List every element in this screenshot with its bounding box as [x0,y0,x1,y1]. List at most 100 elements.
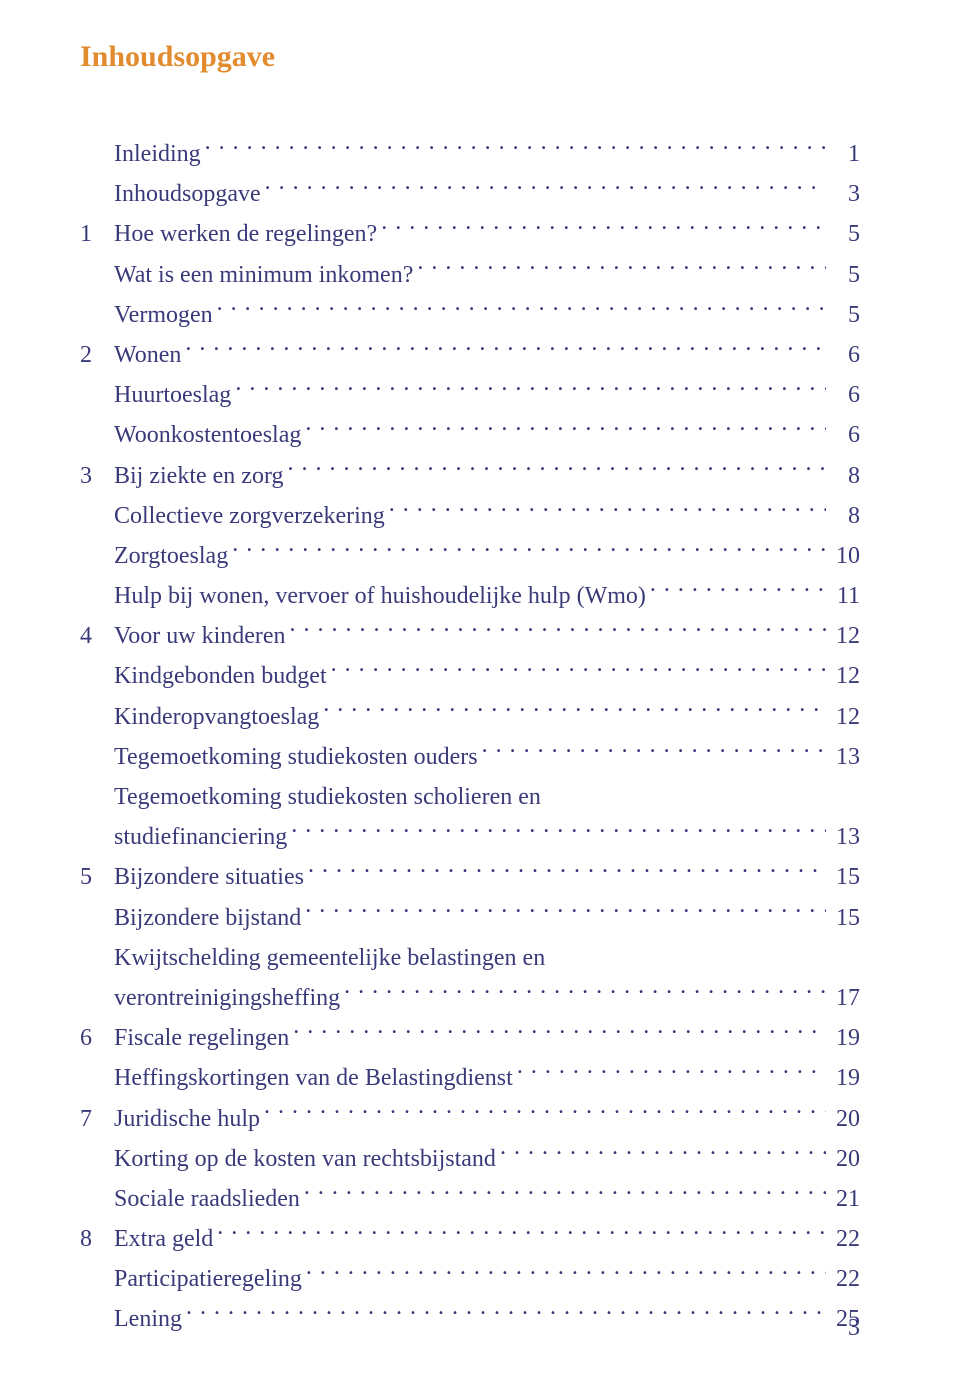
toc-label: Kinderopvangtoeslag [114,699,319,736]
toc-entry: Kindgebonden budget 12 [80,658,860,695]
toc-page: 1 [830,136,860,173]
toc-label: Kindgebonden budget [114,658,327,695]
toc-leader-dots [323,700,826,724]
toc-entry: Hulp bij wonen, vervoer of huishoudelijk… [80,578,860,615]
toc-page: 5 [830,297,860,334]
toc-entry: verontreinigingsheffing17 [80,980,860,1017]
toc-page: 22 [830,1261,860,1298]
toc-page: 12 [830,699,860,736]
toc-leader-dots [650,579,826,603]
toc-leader-dots [290,619,826,643]
toc-page: 6 [830,337,860,374]
toc-label: Korting op de kosten van rechtsbijstand [114,1141,496,1178]
toc-leader-dots [217,1222,826,1246]
toc-leader-dots [331,659,826,683]
toc-leader-dots [185,338,826,362]
toc-number: 8 [80,1221,114,1258]
toc-entry: Bijzondere bijstand 15 [80,900,860,937]
toc-page: 12 [830,618,860,655]
toc-page: 13 [830,739,860,776]
table-of-contents: Inleiding 1Inhoudsopgave31Hoe werken de r… [80,136,860,1339]
toc-page: 8 [830,458,860,495]
toc-entry: Woonkostentoeslag6 [80,417,860,454]
toc-page: 15 [830,900,860,937]
toc-entry: 6Fiscale regelingen 19 [80,1020,860,1057]
toc-number: 7 [80,1101,114,1138]
toc-leader-dots [235,378,826,402]
toc-entry: Korting op de kosten van rechtsbijstand 2… [80,1141,860,1178]
toc-page: 22 [830,1221,860,1258]
page-number: 3 [848,1315,860,1342]
toc-leader-dots [186,1302,826,1326]
toc-page: 8 [830,498,860,535]
toc-page: 12 [830,658,860,695]
toc-entry: 1Hoe werken de regelingen?5 [80,216,860,253]
toc-entry: Kwijtschelding gemeentelijke belastingen… [80,940,860,977]
toc-label: Wat is een minimum inkomen? [114,257,413,294]
toc-entry: studiefinanciering13 [80,819,860,856]
toc-page: 20 [830,1141,860,1178]
toc-leader-dots [308,860,826,884]
toc-entry: 7Juridische hulp 20 [80,1101,860,1138]
toc-page: 5 [830,216,860,253]
toc-leader-dots [305,418,826,442]
toc-entry: Vermogen 5 [80,297,860,334]
toc-page: 19 [830,1060,860,1097]
toc-label: Kwijtschelding gemeentelijke belastingen… [114,940,545,977]
page: Inhoudsopgave Inleiding1Inhoudsopgave31H… [0,0,960,1382]
toc-label: Tegemoetkoming studiekosten scholieren e… [114,779,541,816]
toc-number: 5 [80,859,114,896]
toc-page: 21 [830,1181,860,1218]
toc-page: 3 [830,176,860,213]
toc-number: 6 [80,1020,114,1057]
toc-entry: Sociale raadslieden 21 [80,1181,860,1218]
toc-label: Fiscale regelingen [114,1020,289,1057]
toc-label: Inleiding [114,136,201,173]
toc-leader-dots [305,901,826,925]
toc-page: 5 [830,257,860,294]
page-title: Inhoudsopgave [80,40,860,74]
toc-page: 19 [830,1020,860,1057]
toc-page: 6 [830,417,860,454]
toc-label: Bijzondere situaties [114,859,304,896]
toc-entry: Collectieve zorgverzekering8 [80,498,860,535]
toc-leader-dots [482,740,826,764]
toc-leader-dots [417,258,826,282]
toc-leader-dots [306,1262,826,1286]
toc-page: 11 [830,578,860,615]
toc-leader-dots [205,137,826,161]
toc-label: Sociale raadslieden [114,1181,300,1218]
toc-leader-dots [232,539,826,563]
toc-entry: 5Bijzondere situaties15 [80,859,860,896]
toc-label: Tegemoetkoming studiekosten ouders [114,739,478,776]
toc-leader-dots [265,177,826,201]
toc-label: Hulp bij wonen, vervoer of huishoudelijk… [114,578,646,615]
toc-label: Juridische hulp [114,1101,260,1138]
toc-entry: Tegemoetkoming studiekosten ouders 13 [80,739,860,776]
toc-label: Extra geld [114,1221,213,1258]
toc-leader-dots [517,1061,826,1085]
toc-number: 2 [80,337,114,374]
toc-entry: Tegemoetkoming studiekosten scholieren e… [80,779,860,816]
toc-entry: Inhoudsopgave3 [80,176,860,213]
toc-entry: Lening25 [80,1301,860,1338]
toc-number: 3 [80,458,114,495]
toc-leader-dots [293,1021,826,1045]
toc-page: 6 [830,377,860,414]
toc-label: Huurtoeslag [114,377,231,414]
toc-leader-dots [500,1142,826,1166]
toc-number: 1 [80,216,114,253]
toc-label: Bijzondere bijstand [114,900,301,937]
toc-leader-dots [389,499,826,523]
toc-page: 20 [830,1101,860,1138]
toc-entry: Zorgtoeslag10 [80,538,860,575]
toc-leader-dots [304,1182,826,1206]
toc-leader-dots [344,981,826,1005]
toc-entry: 3Bij ziekte en zorg8 [80,458,860,495]
toc-label: Zorgtoeslag [114,538,228,575]
toc-entry: Huurtoeslag 6 [80,377,860,414]
toc-label: Vermogen [114,297,213,334]
toc-leader-dots [291,820,826,844]
toc-entry: Inleiding 1 [80,136,860,173]
toc-label: verontreinigingsheffing [114,980,340,1017]
